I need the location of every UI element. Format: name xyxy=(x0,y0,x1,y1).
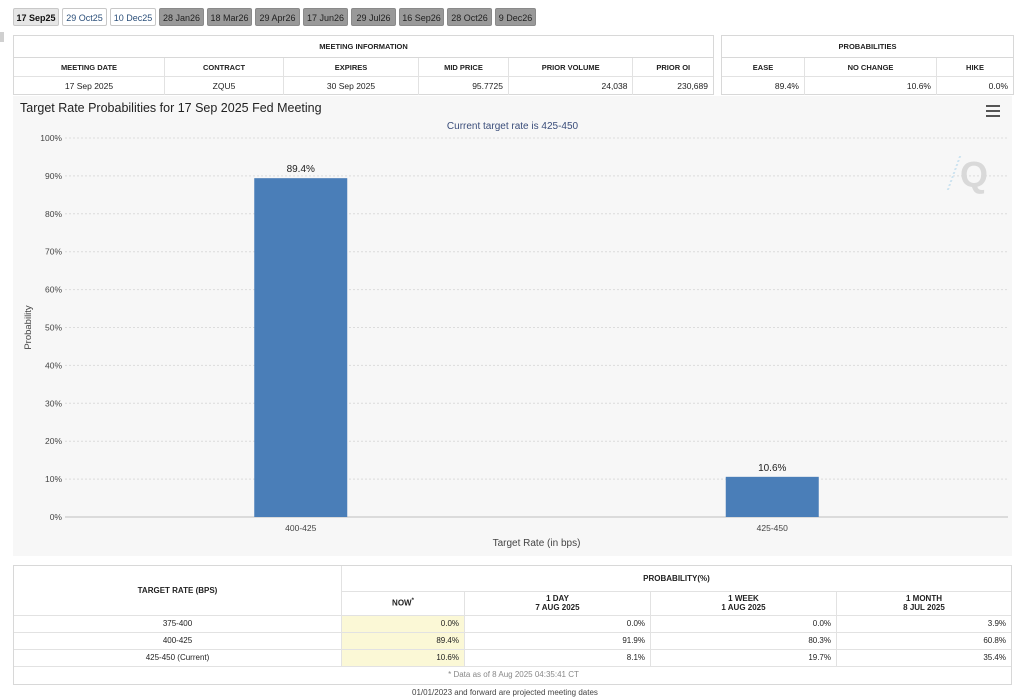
value-no-change: 10.6% xyxy=(804,76,937,95)
row-1-day: 0.0% xyxy=(464,615,651,633)
value-ease: 89.4% xyxy=(722,76,805,95)
header-ease: EASE xyxy=(722,57,805,77)
tab-29-oct25[interactable]: 29 Oct25 xyxy=(62,8,107,26)
value-contract: ZQU5 xyxy=(164,76,284,95)
data-label: 10.6% xyxy=(758,463,786,474)
header-hike: HIKE xyxy=(966,62,984,72)
y-tick-label: 30% xyxy=(45,398,62,408)
header-1-day: 1 DAY 7 AUG 2025 xyxy=(464,591,651,616)
header-prior-oi: PRIOR OI xyxy=(656,62,691,72)
tab-28-oct26[interactable]: 28 Oct26 xyxy=(447,8,492,26)
header-target-rate: TARGET RATE (BPS) xyxy=(14,566,342,616)
y-tick-label: 70% xyxy=(45,247,62,257)
row-1-month: 35.4% xyxy=(836,649,1011,667)
value-prior-volume: 24,038 xyxy=(508,76,634,95)
header-no-change: NO CHANGE xyxy=(804,57,937,77)
header-expires: EXPIRES xyxy=(283,57,419,77)
row-rate: 400-425 xyxy=(14,632,342,650)
chart-subtitle: Current target rate is 425-450 xyxy=(446,121,579,132)
header-meeting-date: MEETING DATE xyxy=(14,57,165,77)
table-row: 425-450 (Current) 10.6% 8.1% 19.7% 35.4% xyxy=(14,649,1011,667)
tab-18-mar26[interactable]: 18 Mar26 xyxy=(207,8,252,26)
projected-dates-footnote: 01/01/2023 and forward are projected mee… xyxy=(412,688,598,697)
meeting-info-title: MEETING INFORMATION xyxy=(14,36,713,58)
watermark-logo: Q xyxy=(960,154,989,195)
y-tick-label: 90% xyxy=(45,171,62,181)
table-row: 375-400 0.0% 0.0% 0.0% 3.9% xyxy=(14,615,1011,633)
header-prior-volume: PRIOR VOLUME xyxy=(508,57,634,77)
row-now: 89.4% xyxy=(341,632,465,650)
value-mid-price: 95.7725 xyxy=(418,76,509,95)
row-now: 10.6% xyxy=(341,649,465,667)
y-tick-label: 50% xyxy=(45,323,62,333)
tab-9-dec26[interactable]: 9 Dec26 xyxy=(495,8,536,26)
value-meeting-date: 17 Sep 2025 xyxy=(14,76,165,95)
y-tick-label: 100% xyxy=(40,133,62,143)
y-tick-label: 10% xyxy=(45,474,62,484)
row-1-day: 8.1% xyxy=(464,649,651,667)
value-hike: 0.0% xyxy=(936,76,1013,95)
header-contract: CONTRACT xyxy=(164,57,284,77)
chart-title: Target Rate Probabilities for 17 Sep 202… xyxy=(20,101,322,115)
row-now: 0.0% xyxy=(341,615,465,633)
y-axis-title: Probability xyxy=(23,305,34,350)
x-tick-label: 400-425 xyxy=(285,523,316,533)
row-rate: 425-450 (Current) xyxy=(14,649,342,667)
row-1-week: 0.0% xyxy=(650,615,837,633)
header-mid-price: MID PRICE xyxy=(418,57,509,77)
bar xyxy=(725,476,819,517)
tab-16-sep26[interactable]: 16 Sep26 xyxy=(399,8,444,26)
tab-29-apr26[interactable]: 29 Apr26 xyxy=(255,8,300,26)
row-1-week: 80.3% xyxy=(650,632,837,650)
row-1-day: 91.9% xyxy=(464,632,651,650)
header-now: NOW* xyxy=(341,591,465,616)
probability-history-table: TARGET RATE (BPS) PROBABILITY(%) NOW* 1 … xyxy=(13,565,1012,685)
tab-29-jul26[interactable]: 29 Jul26 xyxy=(351,8,396,26)
x-tick-label: 425-450 xyxy=(757,523,788,533)
tab-17-jun26[interactable]: 17 Jun26 xyxy=(303,8,348,26)
tab-28-jan26[interactable]: 28 Jan26 xyxy=(159,8,204,26)
y-tick-label: 20% xyxy=(45,436,62,446)
y-tick-label: 80% xyxy=(45,209,62,219)
chart-plot: 0% 10% 20% 30% 40% 50% 60% 70% 80% 90% 100% 89.4% 40… xyxy=(23,133,1008,549)
target-rate-chart: 0% 10% 20% 30% 40% 50% 60% 70% 80% 90% 100% 89.4% 40… xyxy=(13,96,1012,556)
row-1-month: 60.8% xyxy=(836,632,1011,650)
value-prior-oi: 230,689 xyxy=(632,76,713,95)
data-timestamp-note: * Data as of 8 Aug 2025 04:35:41 CT xyxy=(448,670,579,679)
row-1-week: 19.7% xyxy=(650,649,837,667)
bar xyxy=(254,178,348,517)
header-1-week: 1 WEEK 1 AUG 2025 xyxy=(650,591,837,616)
hamburger-menu-icon[interactable] xyxy=(986,105,1000,117)
probabilities-title: PROBABILITIES xyxy=(722,36,1013,58)
header-probability-group: PROBABILITY(%) xyxy=(341,566,1011,592)
y-tick-label: 60% xyxy=(45,285,62,295)
data-label: 89.4% xyxy=(287,164,315,175)
value-expires: 30 Sep 2025 xyxy=(283,76,419,95)
tab-17-sep25[interactable]: 17 Sep25 xyxy=(13,8,59,26)
side-marker xyxy=(0,32,4,42)
y-tick-label: 40% xyxy=(45,360,62,370)
y-tick-label: 0% xyxy=(50,512,63,522)
probabilities-summary-table: PROBABILITIES EASE NO CHANGE HIKE 89.4% … xyxy=(721,35,1014,95)
x-axis-title: Target Rate (in bps) xyxy=(493,538,581,549)
meeting-info-table: MEETING INFORMATION MEETING DATE CONTRAC… xyxy=(13,35,714,95)
header-1-month: 1 MONTH 8 JUL 2025 xyxy=(836,591,1011,616)
table-row: 400-425 89.4% 91.9% 80.3% 60.8% xyxy=(14,632,1011,650)
row-1-month: 3.9% xyxy=(836,615,1011,633)
row-rate: 375-400 xyxy=(14,615,342,633)
tab-10-dec25[interactable]: 10 Dec25 xyxy=(110,8,156,26)
